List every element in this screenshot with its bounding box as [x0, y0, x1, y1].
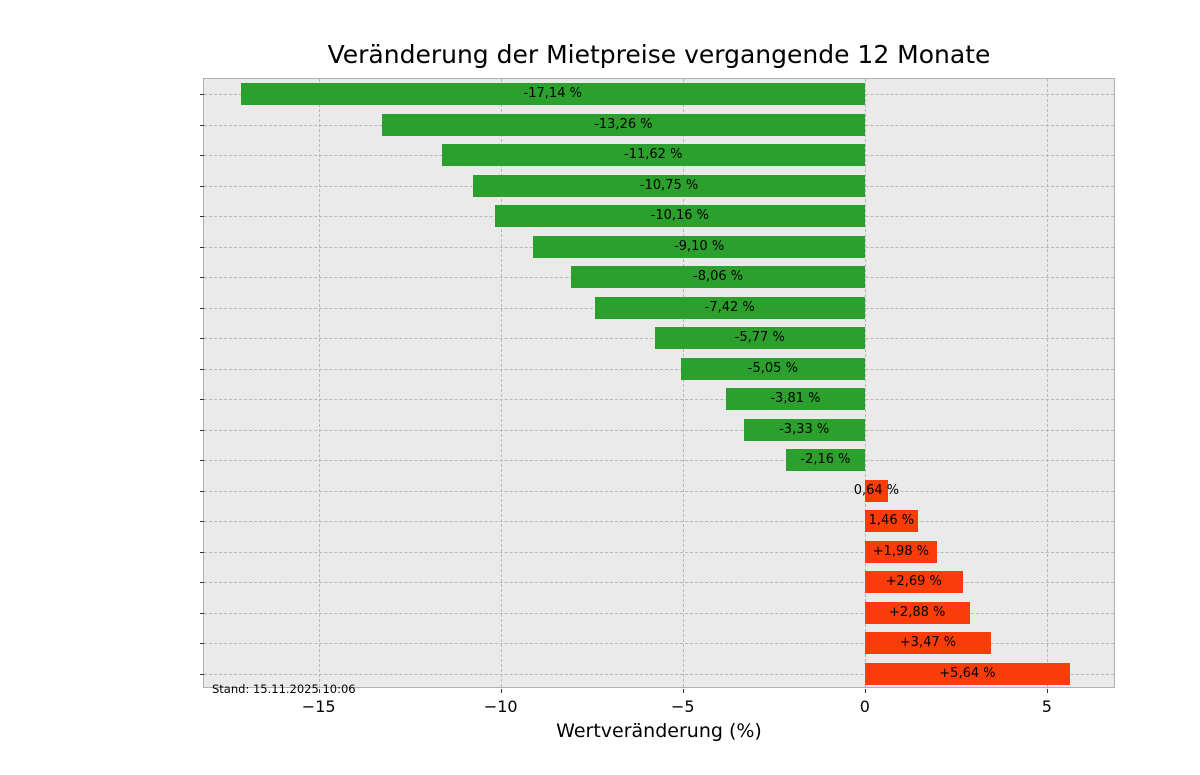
y-tick-mark	[200, 94, 204, 96]
y-tick-mark	[200, 490, 204, 492]
plot-area: -17,14 % -13,26 % -11,62 % -10,75 % -10,16 %…	[200, 78, 1115, 716]
bar-essen[interactable]	[864, 601, 970, 624]
y-tick-mark	[200, 368, 204, 370]
y-tick-mark	[200, 185, 204, 187]
bar-muenchen[interactable]	[533, 235, 865, 258]
bar-koeln[interactable]	[494, 205, 865, 228]
y-tick-mark	[200, 124, 204, 126]
y-tick-mark	[200, 643, 204, 645]
bar-stuttgart[interactable]	[594, 296, 865, 319]
bar-frankfurt-am-main[interactable]	[654, 327, 865, 350]
bar-duesseldorf[interactable]	[680, 357, 865, 380]
chart-annotation: Stand: 15.11.2025 10:06	[212, 682, 356, 696]
gridline-horizontal	[204, 612, 1114, 614]
y-tick-mark	[200, 277, 204, 279]
bar-wuppertal[interactable]	[864, 571, 963, 594]
bar-hamburg[interactable]	[382, 113, 865, 136]
x-tick-label: −5	[670, 697, 695, 716]
y-tick-mark	[200, 551, 204, 553]
bar-berlin[interactable]	[240, 83, 865, 106]
gridline-horizontal	[204, 521, 1114, 523]
bar-leipzig[interactable]	[441, 144, 865, 167]
gridline-horizontal	[204, 643, 1114, 645]
x-tick-mark	[864, 689, 866, 693]
gridline-horizontal	[204, 429, 1114, 431]
bar-duisburg[interactable]	[864, 662, 1071, 685]
bar-nuernberg[interactable]	[743, 418, 865, 441]
bar-bielefeld[interactable]	[864, 540, 937, 563]
bar-bremen[interactable]	[473, 174, 865, 197]
x-axis-label: Wertveränderung (%)	[556, 720, 762, 742]
y-tick-mark	[200, 307, 204, 309]
y-tick-mark	[200, 429, 204, 431]
y-tick-mark	[200, 612, 204, 614]
x-tick-label: −15	[301, 697, 336, 716]
gridline-horizontal	[204, 673, 1114, 675]
gridline-horizontal	[204, 368, 1114, 370]
x-tick-label: 0	[859, 697, 870, 716]
y-tick-mark	[200, 216, 204, 218]
gridline-vertical	[682, 79, 684, 687]
x-tick-mark	[318, 689, 320, 693]
gridline-vertical	[500, 79, 502, 687]
y-tick-mark	[200, 246, 204, 248]
y-tick-mark	[200, 155, 204, 157]
y-tick-mark	[200, 460, 204, 462]
chart-title: Veränderung der Mietpreise vergangende 1…	[327, 40, 991, 69]
x-tick-mark	[682, 689, 684, 693]
gridline-horizontal	[204, 490, 1114, 492]
gridline-vertical	[318, 79, 320, 687]
gridline-vertical	[864, 79, 866, 687]
gridline-horizontal	[204, 460, 1114, 462]
bar-dresden[interactable]	[726, 388, 865, 411]
bar-muenster[interactable]	[864, 479, 889, 502]
gridline-horizontal	[204, 551, 1114, 553]
gridline-horizontal	[204, 582, 1114, 584]
gridline-horizontal	[204, 399, 1114, 401]
x-tick-mark	[500, 689, 502, 693]
x-tick-label: 5	[1041, 697, 1052, 716]
y-tick-mark	[200, 673, 204, 675]
bar-bonn[interactable]	[786, 449, 865, 472]
x-tick-mark	[1046, 689, 1048, 693]
y-tick-mark	[200, 338, 204, 340]
y-tick-mark	[200, 521, 204, 523]
x-tick-label: −10	[483, 697, 518, 716]
gridline-vertical	[1046, 79, 1048, 687]
bar-bochum[interactable]	[864, 632, 992, 655]
bar-dortmund[interactable]	[864, 510, 918, 533]
y-tick-mark	[200, 399, 204, 401]
bar-hannover[interactable]	[571, 266, 865, 289]
y-tick-mark	[200, 582, 204, 584]
